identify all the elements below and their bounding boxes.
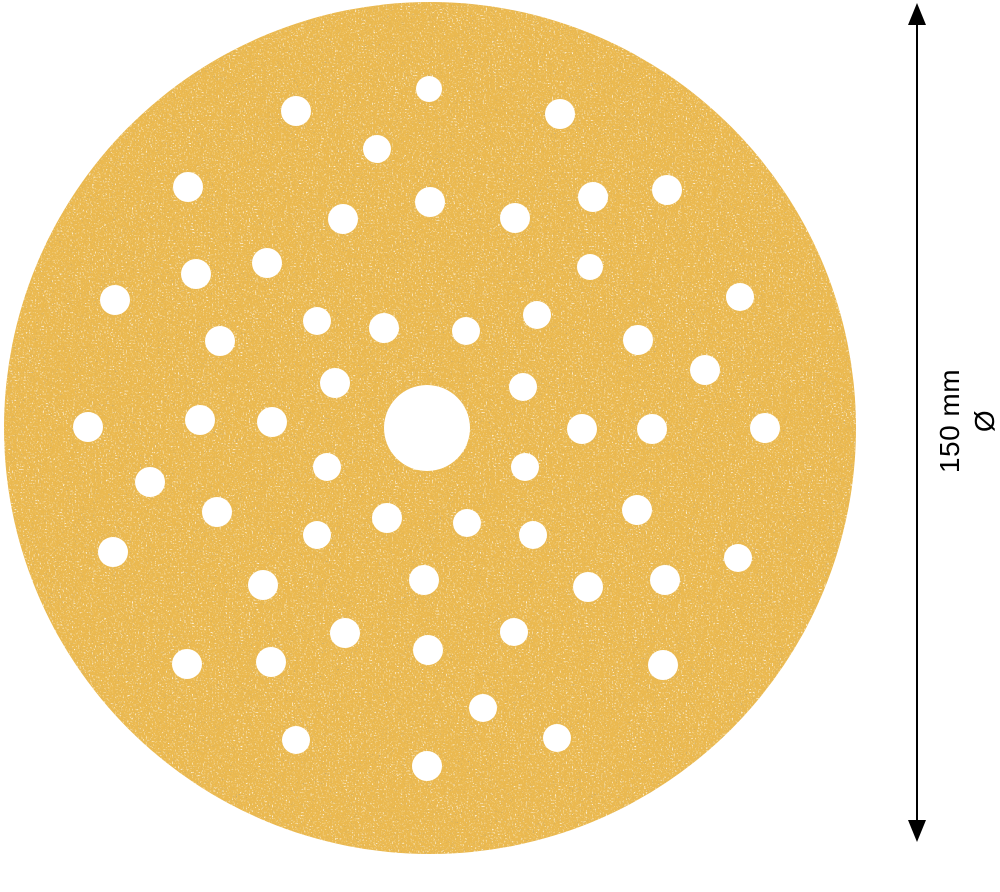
dust-extraction-hole [252,248,282,278]
dust-extraction-hole [320,368,350,398]
dust-extraction-hole [511,453,539,481]
dust-extraction-hole [372,503,402,533]
diameter-symbol: Ø [969,409,1000,433]
dust-extraction-hole [328,204,358,234]
dust-extraction-hole [257,407,287,437]
dust-extraction-hole [369,313,399,343]
dust-extraction-hole [577,254,603,280]
dust-extraction-hole [412,751,442,781]
dust-extraction-hole [181,259,211,289]
dust-extraction-hole [313,453,341,481]
dust-extraction-hole [205,326,235,356]
dust-extraction-hole [724,544,752,572]
dust-extraction-hole [281,96,311,126]
dust-extraction-hole [256,647,286,677]
dust-extraction-hole [172,649,202,679]
dust-extraction-hole [637,414,667,444]
dust-extraction-hole [363,135,391,163]
dust-extraction-hole [500,203,530,233]
dimension-label: 150 mm Ø [932,369,1000,473]
dust-extraction-hole [500,618,528,646]
dust-extraction-hole [303,307,331,335]
dust-extraction-hole [185,405,215,435]
dust-extraction-hole [726,283,754,311]
dust-extraction-hole [413,635,443,665]
dust-extraction-hole [690,355,720,385]
dust-extraction-hole [452,317,480,345]
dust-extraction-hole [135,467,165,497]
holes-layer [73,76,780,781]
dust-extraction-hole [650,565,680,595]
dust-extraction-hole [202,497,232,527]
dimension-line [916,18,918,826]
dust-extraction-hole [543,724,571,752]
dust-extraction-hole [545,99,575,129]
arrow-up-icon [908,3,926,25]
dust-extraction-hole [453,509,481,537]
dust-extraction-hole [173,172,203,202]
dust-extraction-hole [652,175,682,205]
dust-extraction-hole [750,413,780,443]
center-hole [384,385,470,471]
dust-extraction-hole [469,694,497,722]
dust-extraction-hole [523,301,551,329]
arrow-down-icon [908,820,926,842]
dust-extraction-hole [578,182,608,212]
dust-extraction-hole [622,495,652,525]
dust-extraction-hole [282,726,310,754]
dimension-value: 150 mm [934,368,965,474]
dust-extraction-hole [98,537,128,567]
dust-extraction-hole [100,285,130,315]
dust-extraction-hole [248,570,278,600]
dust-extraction-hole [330,618,360,648]
dust-extraction-hole [648,650,678,680]
dust-extraction-hole [509,373,537,401]
dust-extraction-hole [303,521,331,549]
dust-extraction-hole [415,187,445,217]
dust-extraction-hole [73,412,103,442]
dust-extraction-hole [573,572,603,602]
dust-extraction-hole [519,521,547,549]
dust-extraction-hole [416,76,442,102]
dust-extraction-hole [409,565,439,595]
dust-extraction-hole [623,325,653,355]
dust-extraction-hole [567,414,597,444]
